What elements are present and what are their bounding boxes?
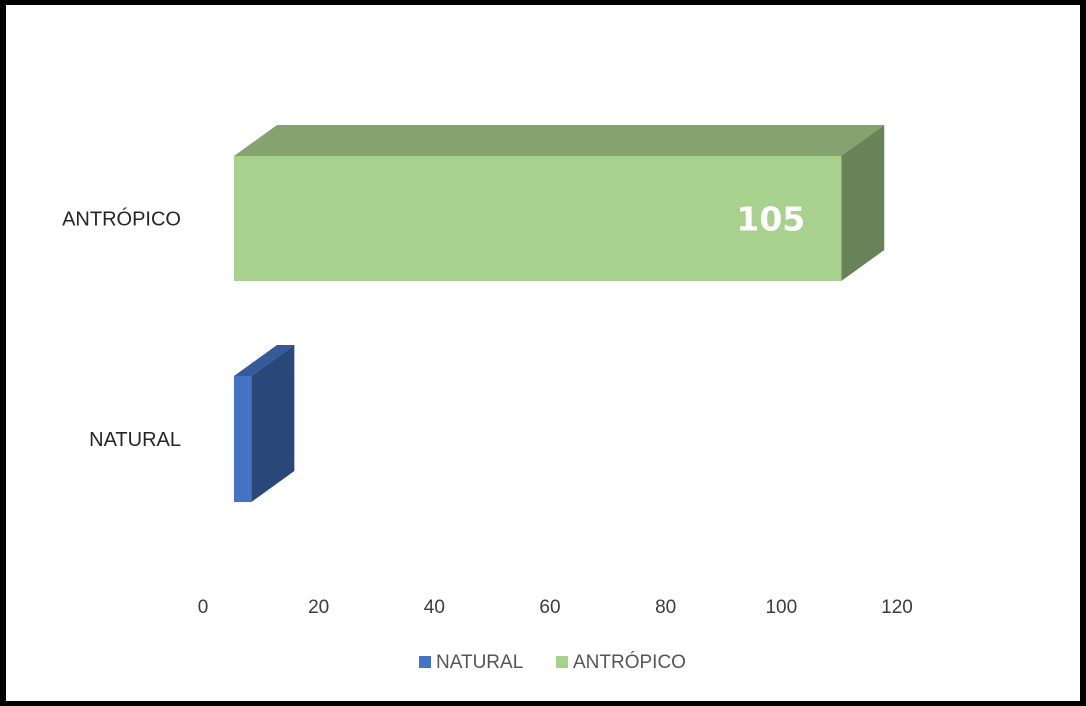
bar-natural-natural [234, 345, 295, 502]
data-labels: 105 [736, 200, 805, 239]
x-tick-label-80: 80 [655, 597, 676, 618]
legend-item-natural: NATURAL [419, 652, 523, 673]
bar-antropico-antropico [234, 125, 885, 281]
bar-top-face [234, 345, 295, 376]
x-tick-label-100: 100 [765, 597, 797, 618]
category-label-natural: NATURAL [89, 429, 181, 451]
legend: NATURAL ANTRÓPICO [419, 651, 686, 673]
bar-side-face [251, 345, 295, 502]
category-label-antropico: ANTRÓPICO [62, 208, 181, 231]
legend-label: ANTRÓPICO [573, 651, 686, 673]
bar-top-face [234, 125, 885, 156]
bar-front-face [234, 376, 252, 502]
data-label-antropico: 105 [736, 200, 805, 239]
legend-swatch [419, 656, 431, 668]
x-axis-tick-labels: 0 20 40 60 80 100 120 [198, 597, 913, 618]
bars-layer [234, 125, 885, 502]
bar-side-face [841, 125, 885, 281]
legend-item-antropico: ANTRÓPICO [556, 651, 686, 673]
x-tick-label-40: 40 [424, 597, 445, 618]
legend-label: NATURAL [436, 652, 523, 673]
x-tick-label-60: 60 [539, 597, 560, 618]
x-tick-label-120: 120 [881, 597, 913, 618]
bar-front-face [234, 156, 842, 281]
category-labels: ANTRÓPICO NATURAL [62, 208, 181, 452]
legend-swatch [556, 656, 568, 668]
x-tick-label-20: 20 [308, 597, 329, 618]
x-tick-label-0: 0 [198, 597, 209, 618]
